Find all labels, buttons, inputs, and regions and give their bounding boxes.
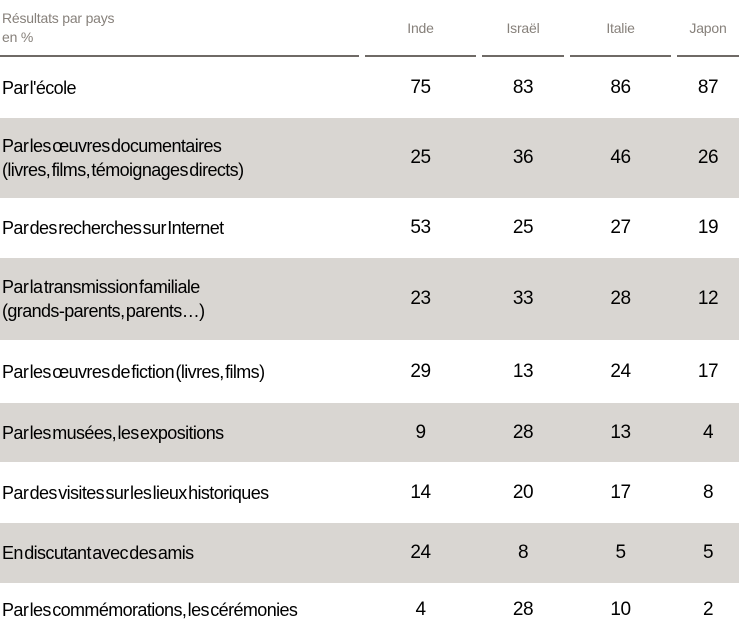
row-label-main: Par l'école — [2, 77, 76, 98]
table-header-row: Résultats par pays en % Inde Israël Ital… — [0, 0, 739, 57]
value-cell: 46 — [610, 147, 631, 168]
column-header-inde: Inde — [365, 0, 476, 57]
value-cell: 4 — [415, 599, 426, 620]
column-header-japon: Japon — [677, 0, 739, 57]
table-row: Par les œuvres de fiction (livres, films… — [0, 340, 739, 403]
column-header-italie: Italie — [570, 0, 671, 57]
column-header-israel: Israël — [482, 0, 564, 57]
row-label: Par l'école — [0, 76, 359, 100]
value-cell: 17 — [610, 481, 631, 503]
value-cell: 29 — [410, 360, 431, 382]
table-row: Par l'école 75 83 86 87 — [0, 57, 739, 118]
value-cell: 28 — [512, 599, 534, 620]
row-label-main: En discutant avec des amis — [2, 543, 194, 563]
table-title-line2: en % — [2, 28, 34, 45]
table-row: Par la transmission familiale (grands-pa… — [0, 258, 739, 340]
value-cell: 20 — [512, 481, 534, 503]
row-label-main: Par les musées, les expositions — [2, 422, 224, 443]
row-label-main: Par les commémorations, les cérémonies — [2, 600, 298, 620]
value-cell: 86 — [610, 76, 631, 98]
value-cell: 87 — [697, 76, 719, 98]
value-cell: 4 — [702, 421, 714, 443]
value-cell: 27 — [610, 217, 631, 238]
value-cell: 53 — [410, 217, 431, 238]
value-cell: 25 — [410, 147, 431, 168]
value-cell: 24 — [410, 542, 431, 563]
table-title: Résultats par pays en % — [0, 0, 359, 57]
table-row: Par les commémorations, les cérémonies 4… — [0, 583, 739, 630]
value-cell: 36 — [512, 147, 534, 168]
value-cell: 5 — [615, 542, 626, 563]
row-label: Par la transmission familiale (grands-pa… — [0, 275, 359, 323]
value-cell: 28 — [512, 421, 534, 443]
row-label-main: Par des visites sur les lieux historique… — [2, 482, 269, 503]
row-label-main: Par la transmission familiale — [2, 277, 200, 297]
row-label-main: Par les œuvres documentaires — [2, 136, 222, 156]
value-cell: 10 — [610, 599, 631, 620]
value-cell: 25 — [512, 217, 534, 238]
row-label: Par les musées, les expositions — [0, 421, 359, 445]
value-cell: 13 — [610, 421, 631, 443]
value-cell: 9 — [415, 421, 426, 443]
table-row: Par des recherches sur Internet 53 25 27… — [0, 198, 739, 258]
value-cell: 8 — [517, 542, 529, 563]
value-cell: 83 — [512, 76, 534, 98]
table-row: En discutant avec des amis 24 8 5 5 — [0, 523, 739, 583]
value-cell: 5 — [702, 542, 714, 563]
row-label: Par des recherches sur Internet — [0, 216, 359, 240]
row-label-main: Par les œuvres de fiction (livres, films… — [2, 361, 265, 382]
table-title-line1: Résultats par pays — [2, 9, 115, 26]
row-label-main: Par des recherches sur Internet — [2, 218, 224, 238]
value-cell: 75 — [410, 76, 431, 98]
value-cell: 28 — [610, 288, 631, 309]
row-label: Par les œuvres documentaires (livres, fi… — [0, 134, 359, 182]
row-label: Par les œuvres de fiction (livres, films… — [0, 360, 359, 384]
row-label-sub: (livres, films, témoignages directs) — [2, 160, 244, 180]
value-cell: 14 — [410, 481, 431, 503]
value-cell: 13 — [512, 360, 534, 382]
value-cell: 17 — [697, 360, 719, 382]
row-label: En discutant avec des amis — [0, 541, 359, 565]
table-row: Par des visites sur les lieux historique… — [0, 462, 739, 523]
table-row: Par les musées, les expositions 9 28 13 … — [0, 403, 739, 462]
table-row: Par les œuvres documentaires (livres, fi… — [0, 118, 739, 198]
row-label: Par les commémorations, les cérémonies — [0, 598, 359, 622]
value-cell: 12 — [697, 288, 719, 309]
row-label: Par des visites sur les lieux historique… — [0, 481, 359, 505]
row-label-sub: (grands-parents, parents…) — [2, 301, 205, 321]
value-cell: 19 — [697, 217, 719, 238]
value-cell: 24 — [610, 360, 631, 382]
value-cell: 2 — [702, 599, 714, 620]
value-cell: 26 — [697, 147, 719, 168]
value-cell: 23 — [410, 288, 431, 309]
value-cell: 8 — [702, 481, 714, 503]
value-cell: 33 — [512, 288, 534, 309]
